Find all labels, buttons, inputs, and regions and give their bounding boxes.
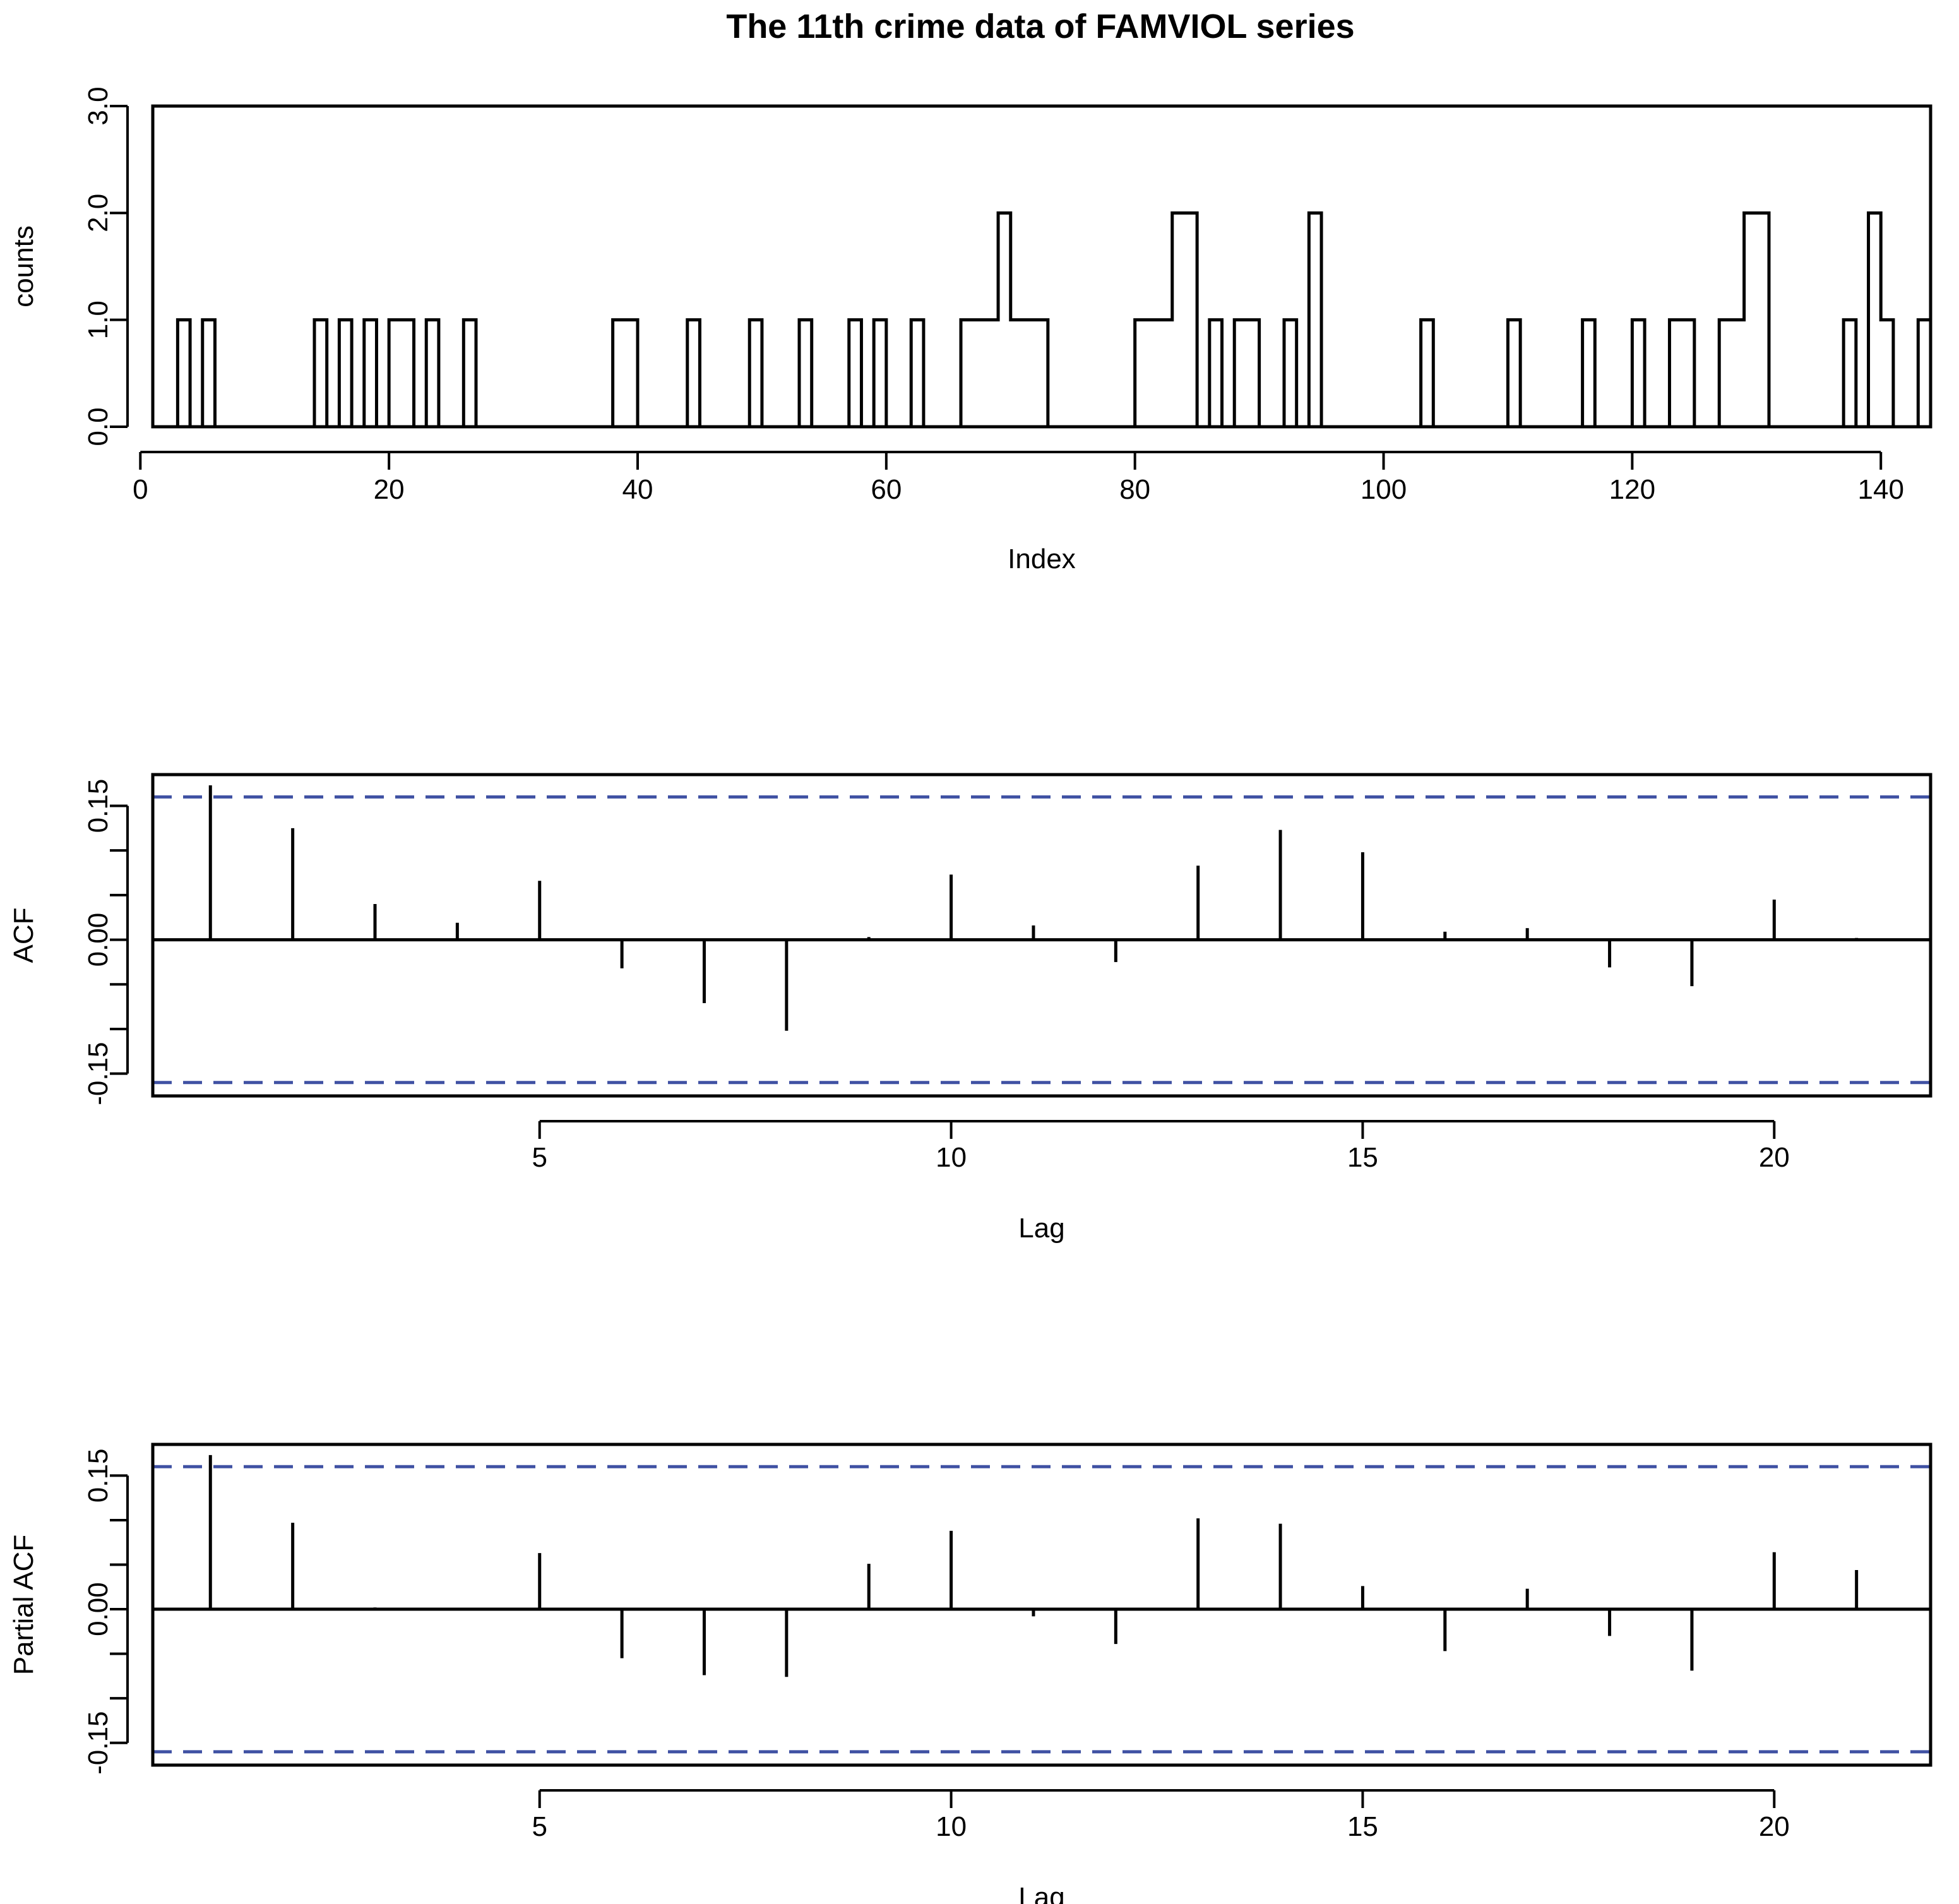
x-tick-label: 140 [1858,474,1904,505]
plot-frame [151,1443,1932,1767]
x-tick-label: 20 [1759,1811,1790,1842]
y-tick-label: 3.0 [83,86,114,125]
y-tick-label: 0.0 [83,407,114,446]
x-tick-label: 0 [133,474,148,505]
x-tick-label: 60 [871,474,902,505]
x-tick-label: 15 [1347,1142,1378,1173]
y-tick-label: -0.15 [83,1042,114,1105]
plot-frame [151,104,1932,429]
y-tick-label: 0.00 [83,913,114,967]
y-tick-label: 2.0 [83,194,114,232]
x-tick-label: 5 [532,1811,547,1842]
y-axis-label: ACF [8,908,39,963]
x-tick-label: 120 [1609,474,1655,505]
x-tick-label: 15 [1347,1811,1378,1842]
x-tick-label: 10 [936,1142,967,1173]
series-panel: 0 20 40 60 80 100 120 140 0.0 1.0 2.0 3.0 Index count… [8,86,1932,574]
pacf-panel: 5 10 15 20 -0.15 0.00 0.15 Lag Partial ACF [8,1443,1932,1904]
x-axis-label: Lag [1018,1882,1064,1904]
y-axis-label: Partial ACF [8,1535,39,1675]
series-step-line [153,106,1932,429]
x-tick-label: 40 [622,474,653,505]
y-tick-label: -0.15 [83,1711,114,1775]
plot-frame [151,773,1932,1098]
y-tick-label: 0.15 [83,1449,114,1503]
x-axis-label: Lag [1018,1213,1064,1244]
y-tick-label: 0.15 [83,779,114,833]
x-tick-label: 10 [936,1811,967,1842]
x-axis-label: Index [1008,544,1076,574]
y-tick-label: 0.00 [83,1582,114,1636]
figure-title: The 11th crime data of FAMVIOL series [726,8,1354,45]
x-tick-label: 20 [374,474,405,505]
acf-panel: 5 10 15 20 -0.15 0.00 0.15 Lag ACF [8,773,1932,1244]
y-tick-label: 1.0 [83,300,114,339]
x-tick-label: 20 [1759,1142,1790,1173]
x-tick-label: 5 [532,1142,547,1173]
x-tick-label: 80 [1119,474,1150,505]
y-axis-label: counts [8,225,39,307]
x-tick-label: 100 [1361,474,1407,505]
